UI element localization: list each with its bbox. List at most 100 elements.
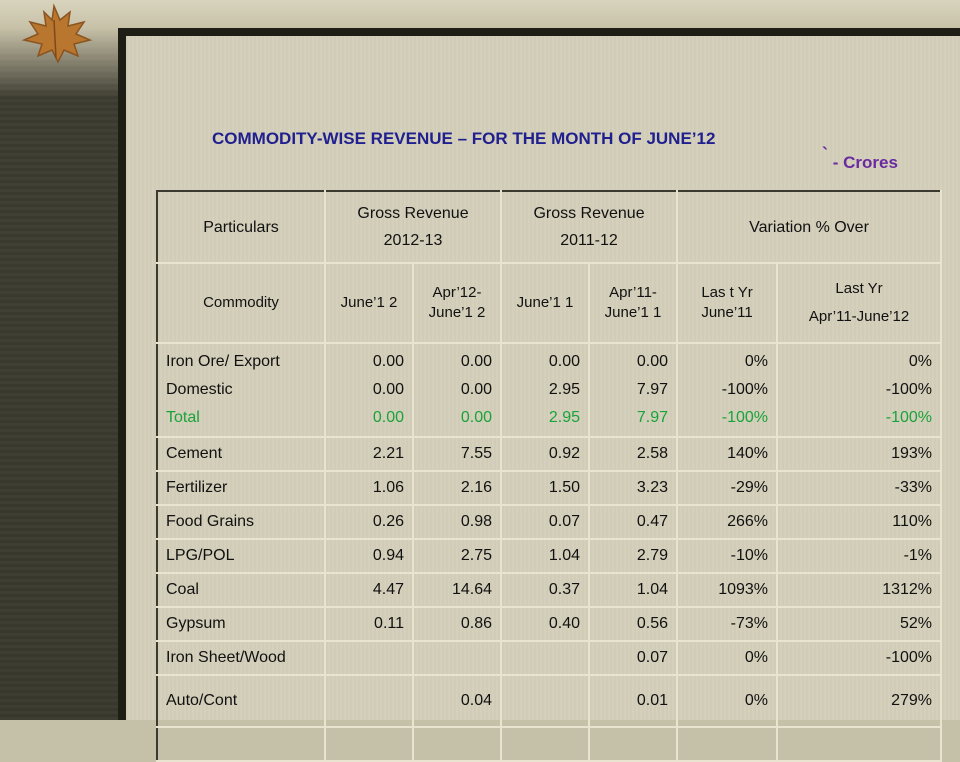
commodity-name: Fertilizer — [156, 470, 326, 506]
iron-ore-june11: 0.00 2.95 2.95 — [500, 342, 591, 438]
iron-ore-apr-june12: 0.00 0.00 0.00 — [411, 342, 503, 438]
header-apr-june-12: Apr’12- June’1 2 — [411, 262, 503, 344]
cell-var-june: -29% — [676, 470, 779, 506]
revenue-table: Particulars Gross Revenue 2012-13 Gross R… — [156, 190, 943, 762]
table-row: Fertilizer 1.06 2.16 1.50 3.23 -29% -33% — [156, 470, 943, 506]
cell-apr-june11: 0.01 — [588, 674, 679, 728]
cell-june12: 2.21 — [324, 436, 414, 472]
header-variation: Variation % Over — [676, 190, 943, 264]
cell-june12: 0.94 — [324, 538, 414, 574]
cell-june11: 0.37 — [500, 572, 591, 608]
cell-apr-june12: 2.16 — [411, 470, 503, 506]
cell-var-june: 266% — [676, 504, 779, 540]
header-gross-revenue-2011-12: Gross Revenue 2011-12 — [500, 190, 679, 264]
table-row: Food Grains 0.26 0.98 0.07 0.47 266% 110… — [156, 504, 943, 540]
cell-june12: 0.26 — [324, 504, 414, 540]
slide-frame-top — [118, 28, 960, 36]
header-last-yr-june: Las t Yr June’11 — [676, 262, 779, 344]
iron-ore-var-june: 0% -100% -100% — [676, 342, 779, 438]
unit-label: ` - Crores — [822, 144, 898, 173]
iron-ore-row: Iron Ore/ Export Domestic Total 0.00 0.00… — [156, 342, 943, 438]
table-row: Gypsum 0.11 0.86 0.40 0.56 -73% 52% — [156, 606, 943, 642]
cell-apr-june12 — [411, 640, 503, 676]
cell-var-june: 0% — [676, 674, 779, 728]
iron-ore-labels: Iron Ore/ Export Domestic Total — [156, 342, 326, 438]
commodity-name: Auto/Cont — [156, 674, 326, 728]
cell-var-apr-june: -1% — [776, 538, 943, 574]
top-band — [0, 0, 960, 28]
cell-var-june: 140% — [676, 436, 779, 472]
cell-apr-june11: 0.47 — [588, 504, 679, 540]
commodity-name: Cement — [156, 436, 326, 472]
header-june-11: June’1 1 — [500, 262, 591, 344]
header-last-yr-range: Last Yr Apr’11-June’12 — [776, 262, 943, 344]
cell-june12: 4.47 — [324, 572, 414, 608]
cell-apr-june12 — [411, 726, 503, 762]
cell-june11 — [500, 640, 591, 676]
header-particulars: Particulars — [156, 190, 326, 264]
table-row — [156, 726, 943, 762]
cell-apr-june11: 0.56 — [588, 606, 679, 642]
cell-apr-june12: 0.86 — [411, 606, 503, 642]
cell-var-apr-june: 1312% — [776, 572, 943, 608]
table-row: LPG/POL 0.94 2.75 1.04 2.79 -10% -1% — [156, 538, 943, 574]
cell-var-apr-june: 193% — [776, 436, 943, 472]
header-commodity: Commodity — [156, 262, 326, 344]
cell-var-june: -73% — [676, 606, 779, 642]
cell-var-june: 1093% — [676, 572, 779, 608]
cell-june11: 1.04 — [500, 538, 591, 574]
cell-var-apr-june: -33% — [776, 470, 943, 506]
iron-ore-apr-june11: 0.00 7.97 7.97 — [588, 342, 679, 438]
cell-var-apr-june — [776, 726, 943, 762]
table-row: Iron Sheet/Wood 0.07 0% -100% — [156, 640, 943, 676]
iron-ore-june12: 0.00 0.00 0.00 — [324, 342, 414, 438]
table-row: Cement 2.21 7.55 0.92 2.58 140% 193% — [156, 436, 943, 472]
cell-var-june — [676, 726, 779, 762]
cell-apr-june12: 0.04 — [411, 674, 503, 728]
unit-text: - Crores — [828, 153, 898, 172]
cell-apr-june12: 2.75 — [411, 538, 503, 574]
commodity-name — [156, 726, 326, 762]
header-row-2: Commodity June’1 2 Apr’12- June’1 2 June… — [156, 262, 943, 344]
cell-apr-june11: 2.79 — [588, 538, 679, 574]
commodity-name: Food Grains — [156, 504, 326, 540]
cell-var-apr-june: 52% — [776, 606, 943, 642]
cell-june11 — [500, 674, 591, 728]
header-june-12: June’1 2 — [324, 262, 414, 344]
cell-june11 — [500, 726, 591, 762]
commodity-name: Iron Sheet/Wood — [156, 640, 326, 676]
commodity-name: Coal — [156, 572, 326, 608]
currency-symbol: ` — [822, 144, 828, 164]
cell-june12 — [324, 640, 414, 676]
header-row-1: Particulars Gross Revenue 2012-13 Gross R… — [156, 190, 943, 264]
cell-june11: 1.50 — [500, 470, 591, 506]
left-decorative-band — [0, 28, 118, 720]
cell-apr-june12: 0.98 — [411, 504, 503, 540]
cell-apr-june12: 7.55 — [411, 436, 503, 472]
cell-apr-june11: 3.23 — [588, 470, 679, 506]
cell-var-apr-june: -100% — [776, 640, 943, 676]
cell-var-apr-june: 279% — [776, 674, 943, 728]
header-apr-june-11: Apr’11- June’1 1 — [588, 262, 679, 344]
table-row: Auto/Cont 0.04 0.01 0% 279% — [156, 674, 943, 728]
cell-june11: 0.40 — [500, 606, 591, 642]
cell-var-june: 0% — [676, 640, 779, 676]
cell-june12 — [324, 726, 414, 762]
cell-apr-june11: 0.07 — [588, 640, 679, 676]
cell-apr-june11: 2.58 — [588, 436, 679, 472]
slide-title: COMMODITY-WISE REVENUE – FOR THE MONTH O… — [212, 129, 716, 148]
cell-june11: 0.07 — [500, 504, 591, 540]
cell-apr-june11: 1.04 — [588, 572, 679, 608]
table-row: Coal 4.47 14.64 0.37 1.04 1093% 1312% — [156, 572, 943, 608]
slide-frame-left — [118, 28, 126, 720]
cell-apr-june12: 14.64 — [411, 572, 503, 608]
cell-june12: 1.06 — [324, 470, 414, 506]
header-gross-revenue-2012-13: Gross Revenue 2012-13 — [323, 190, 503, 264]
cell-june12 — [324, 674, 414, 728]
iron-ore-var-apr-june: 0% -100% -100% — [776, 342, 943, 438]
cell-var-june: -10% — [676, 538, 779, 574]
cell-apr-june11 — [588, 726, 679, 762]
cell-june12: 0.11 — [324, 606, 414, 642]
cell-var-apr-june: 110% — [776, 504, 943, 540]
commodity-name: Gypsum — [156, 606, 326, 642]
